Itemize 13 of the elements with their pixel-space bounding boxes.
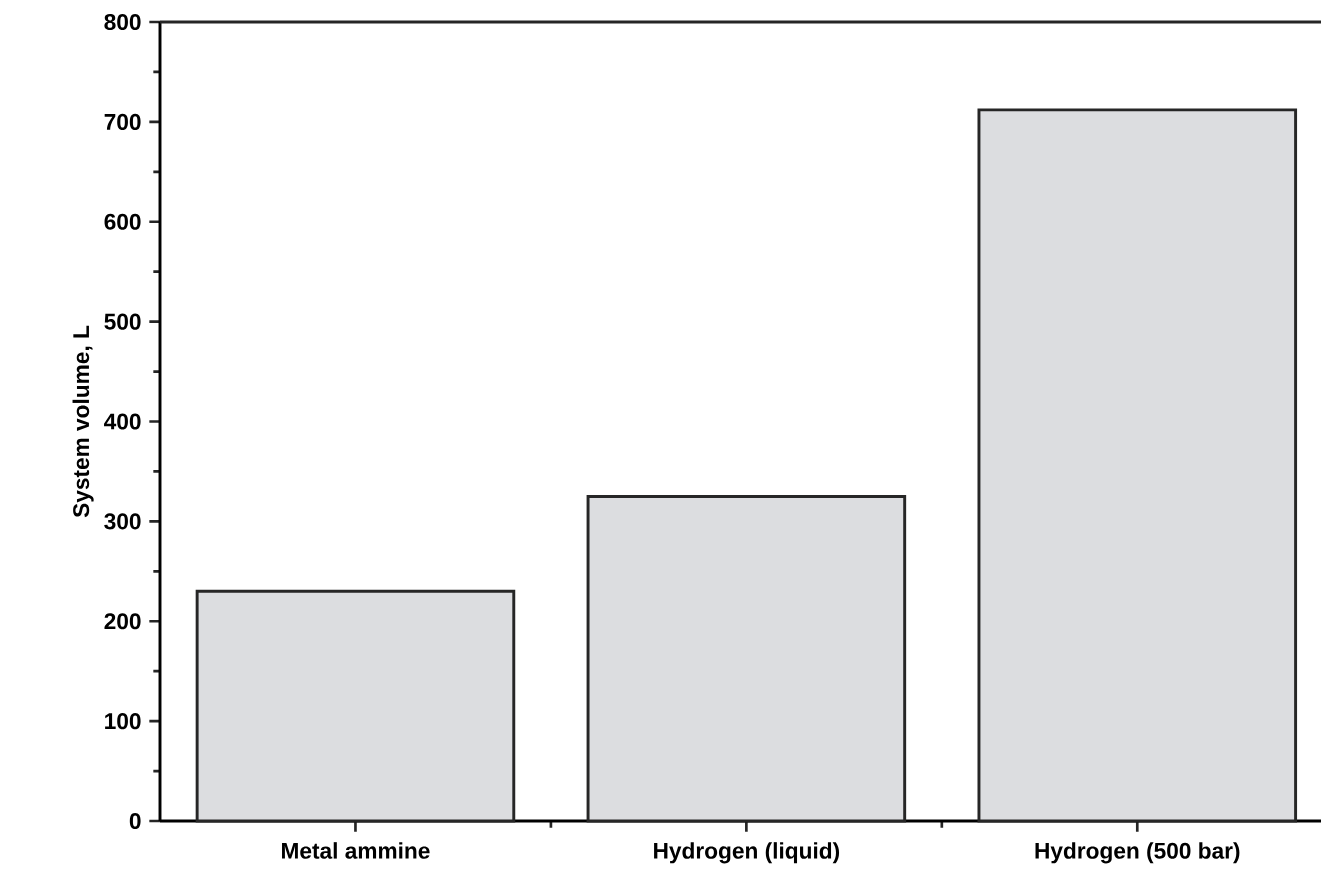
y-tick-label: 500 xyxy=(104,313,141,330)
y-tick-label: 700 xyxy=(104,113,141,130)
y-tick-label: 300 xyxy=(104,513,141,530)
y-tick-label: 400 xyxy=(104,413,141,430)
y-tick-label: 200 xyxy=(104,613,141,630)
x-tick-label: Hydrogen (500 bar) xyxy=(1035,842,1240,864)
y-tick-label: 800 xyxy=(104,13,141,31)
x-tick-label: Metal ammine xyxy=(282,842,430,859)
y-tick-label: 600 xyxy=(104,213,141,230)
y-tick-label: 0 xyxy=(129,812,141,830)
x-tick-label: Hydrogen (liquid) xyxy=(654,842,840,864)
y-tick-label: 100 xyxy=(105,713,141,730)
y-axis-title: System volume, L xyxy=(72,325,94,518)
